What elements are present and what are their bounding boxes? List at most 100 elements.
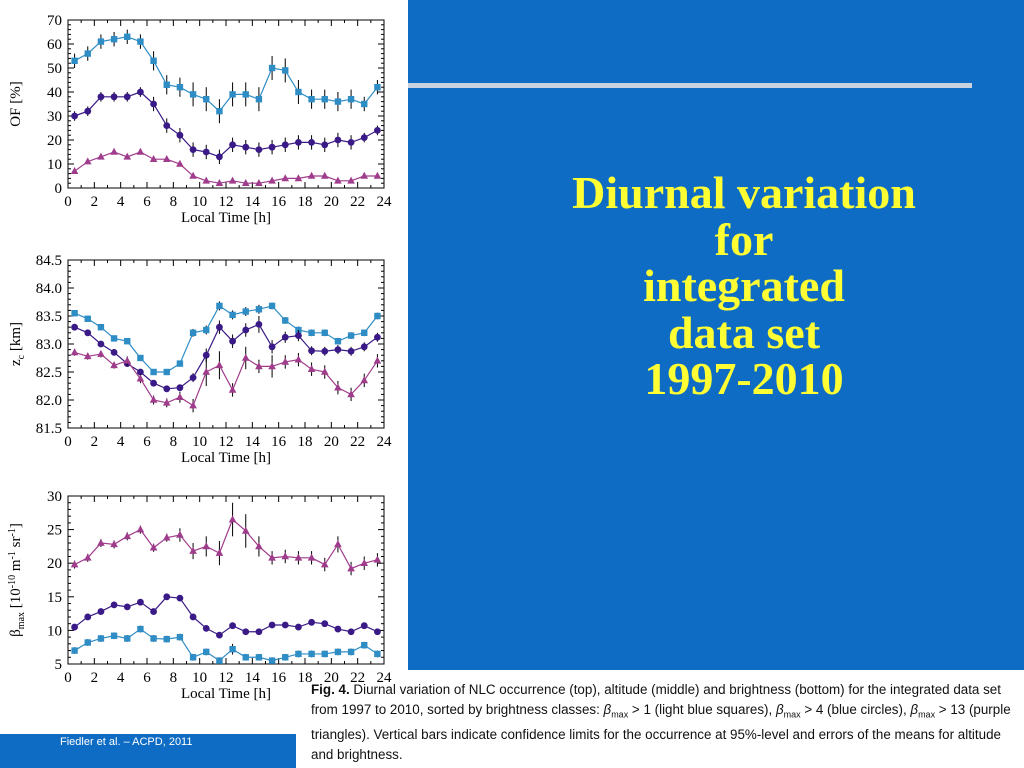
divider-line <box>408 83 972 88</box>
data-point <box>228 176 237 184</box>
data-point <box>361 329 368 336</box>
data-point <box>215 548 224 556</box>
data-point <box>255 306 263 313</box>
data-point <box>360 622 368 630</box>
data-point <box>150 57 157 64</box>
series-line <box>74 323 378 390</box>
data-point <box>189 546 197 554</box>
data-point <box>97 635 105 642</box>
beta-symbol: β <box>603 702 612 717</box>
data-point <box>347 390 355 398</box>
data-point <box>83 157 92 165</box>
data-point <box>176 393 184 400</box>
data-point <box>216 302 223 310</box>
data-point <box>176 530 184 538</box>
data-point <box>97 38 105 45</box>
data-point <box>202 542 211 550</box>
data-point <box>150 379 157 387</box>
data-point <box>281 333 289 341</box>
data-point <box>307 553 316 561</box>
x-tick-label: 22 <box>350 434 365 450</box>
data-point <box>321 650 328 658</box>
data-point <box>242 654 249 661</box>
data-point <box>110 361 118 369</box>
data-point <box>374 126 381 134</box>
data-point <box>229 646 236 653</box>
data-point <box>176 594 184 602</box>
data-point <box>97 349 105 357</box>
data-point <box>255 179 263 186</box>
data-point <box>268 176 276 184</box>
data-point <box>373 555 382 563</box>
y-tick-label: 20 <box>47 133 62 149</box>
data-point <box>229 141 236 149</box>
beta-symbol: β <box>775 702 784 717</box>
data-point <box>163 368 170 376</box>
data-point <box>255 96 263 103</box>
title-line: integrated <box>643 260 845 311</box>
data-point <box>242 143 250 151</box>
data-point <box>307 171 316 179</box>
data-point <box>162 533 171 541</box>
data-point <box>360 559 369 566</box>
caption-label: Fig. 4. <box>311 682 350 697</box>
data-point <box>361 641 368 649</box>
x-tick-label: 16 <box>271 194 287 210</box>
x-tick-label: 6 <box>143 434 151 450</box>
data-point <box>334 648 342 656</box>
y-tick-label: 40 <box>47 85 62 101</box>
data-point <box>334 625 342 633</box>
data-point <box>189 329 197 336</box>
data-point <box>281 174 290 182</box>
data-point <box>215 179 224 186</box>
data-point <box>268 143 276 151</box>
data-point <box>149 395 158 403</box>
data-point <box>374 312 381 320</box>
data-point <box>70 167 79 174</box>
data-point <box>84 50 91 57</box>
data-point <box>70 348 79 356</box>
data-point <box>202 624 210 632</box>
series-line <box>74 151 378 184</box>
data-point <box>241 179 250 186</box>
footer-bar <box>0 734 296 768</box>
data-point <box>84 315 91 322</box>
data-point <box>255 146 263 154</box>
data-point <box>360 376 369 384</box>
x-axis-label: Local Time [h] <box>181 686 271 702</box>
data-point <box>136 374 145 382</box>
data-point <box>320 560 329 568</box>
x-tick-label: 8 <box>170 434 178 450</box>
caption-text: > 1 (light blue squares), <box>628 702 776 717</box>
beta-symbol: β <box>910 702 919 717</box>
x-tick-label: 22 <box>350 670 365 686</box>
data-point <box>308 329 315 336</box>
data-point <box>308 347 315 355</box>
data-point <box>255 654 263 661</box>
data-point <box>242 91 249 98</box>
data-point <box>268 64 276 72</box>
y-axis-label: βmax [10-10 m-1 sr-1] <box>7 523 27 637</box>
x-tick-label: 12 <box>219 670 234 686</box>
data-point <box>123 93 131 101</box>
x-axis-label: Local Time [h] <box>181 450 271 466</box>
data-point <box>189 654 197 661</box>
data-point <box>189 91 197 98</box>
data-point <box>97 93 105 101</box>
data-point <box>149 543 158 551</box>
data-point <box>124 338 131 345</box>
x-tick-label: 2 <box>91 670 99 686</box>
data-point <box>308 650 315 658</box>
series-line <box>74 91 378 158</box>
data-point <box>268 343 276 351</box>
data-point <box>202 367 211 375</box>
data-point <box>347 139 355 146</box>
x-tick-label: 22 <box>350 194 365 210</box>
data-point <box>228 515 237 523</box>
data-point <box>308 96 315 103</box>
data-point <box>374 333 381 341</box>
y-tick-label: 83.5 <box>36 309 62 325</box>
data-point <box>203 96 210 103</box>
x-tick-label: 10 <box>192 194 207 210</box>
data-point <box>189 401 197 409</box>
